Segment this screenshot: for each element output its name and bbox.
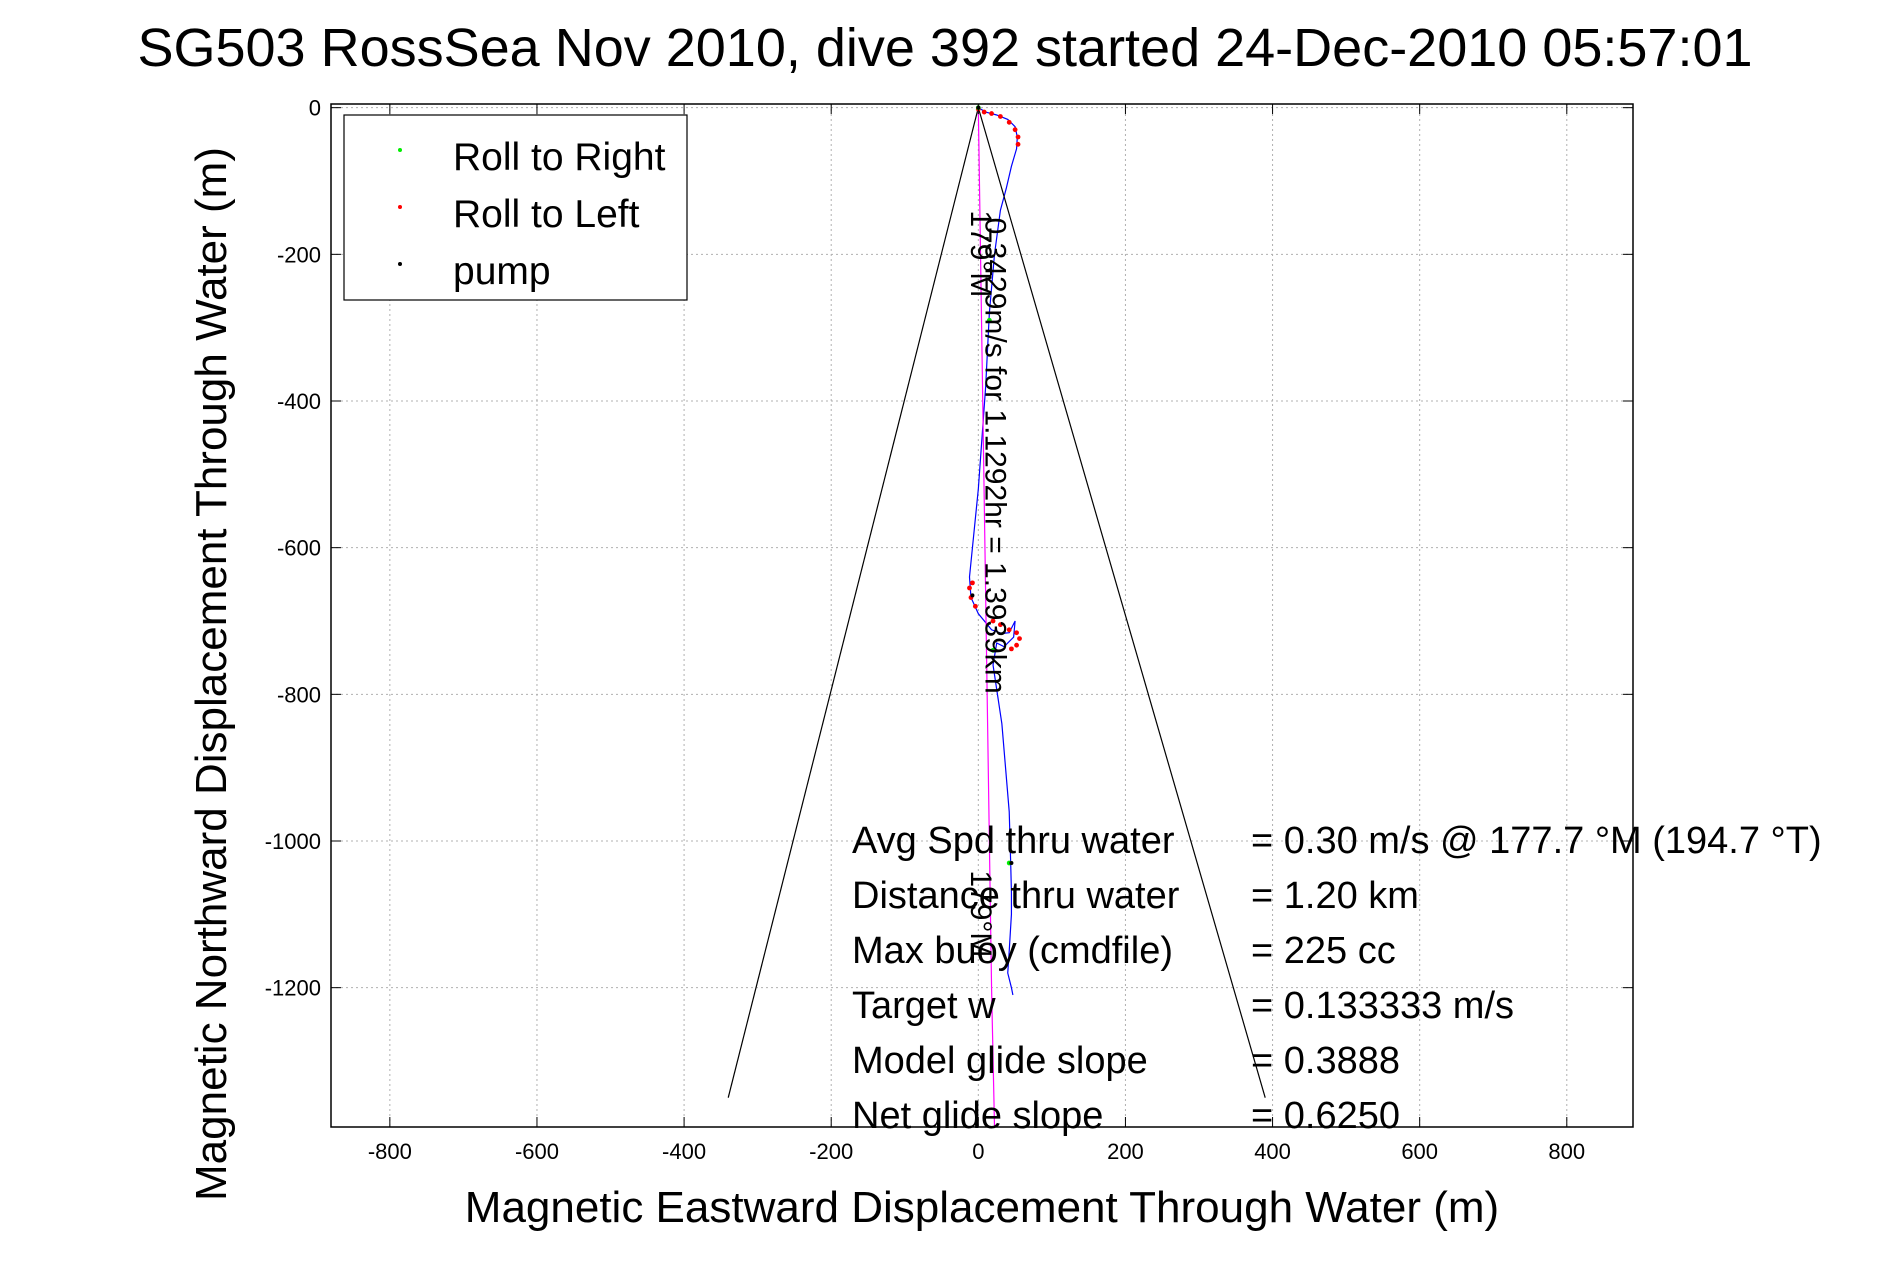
x-axis-label: Magnetic Eastward Displacement Through W… (465, 1183, 1499, 1232)
roll-left-point (1009, 646, 1014, 652)
stat-value-net-glide: = 0.6250 (1251, 1095, 1400, 1137)
roll-right-point (990, 647, 996, 653)
y-tick-label: -200 (277, 242, 321, 267)
x-tick-label: 800 (1548, 1139, 1585, 1164)
y-tick-label: 0 (309, 96, 321, 121)
stat-label-distance: Distance thru water (852, 875, 1180, 917)
y-axis-label: Magnetic Northward Displacement Through … (187, 147, 236, 1201)
roll-right-point (986, 317, 992, 323)
roll-left-point (972, 603, 978, 609)
stat-label-avg-speed: Avg Spd thru water (852, 820, 1175, 862)
roll-left-point (997, 114, 1003, 119)
roll-left-point (1014, 630, 1019, 636)
roll-left-point (1017, 636, 1022, 641)
roll-left-point (1015, 134, 1021, 140)
roll-left-point (1015, 141, 1021, 147)
stat-value-model-glide: = 0.3888 (1251, 1040, 1400, 1082)
stat-label-net-glide: Net glide slope (852, 1095, 1103, 1137)
x-tick-label: -600 (515, 1139, 559, 1164)
stat-value-max-buoy: = 225 cc (1251, 930, 1396, 972)
series-line-current-cone-right (977, 107, 1266, 1098)
legend-label-pump: pump (453, 250, 551, 293)
roll-left-point (989, 111, 994, 116)
y-axis: 0 -200 -400 -600 -800 -1000 -1200 (265, 96, 1633, 1001)
stat-value-distance: = 1.20 km (1251, 875, 1419, 917)
stat-label-target-w: Target w (852, 985, 996, 1027)
pump-point (1009, 861, 1014, 865)
y-tick-label: -400 (277, 389, 321, 414)
roll-left-point (981, 109, 987, 115)
plot-annotation: 0.3429m/s for 1.1292hr = 1.3939km (979, 218, 1012, 694)
x-axis: -800 -600 -400 -200 0 200 400 600 800 (368, 104, 1585, 1164)
x-tick-label: -200 (809, 1139, 853, 1164)
pump-point (970, 593, 975, 598)
x-tick-label: 400 (1254, 1139, 1291, 1164)
plot-annotation: 179°M (964, 870, 997, 957)
y-tick-label: -600 (277, 536, 321, 561)
series-line-current-cone-left (727, 107, 979, 1098)
roll-left-point (1006, 627, 1012, 633)
y-tick-label: -1200 (265, 976, 321, 1001)
stats-block: Avg Spd thru water = 0.30 m/s @ 177.7 °M… (852, 820, 1822, 1137)
roll-left-point (990, 618, 996, 624)
stat-value-avg-speed: = 0.30 m/s @ 177.7 °M (194.7 °T) (1251, 820, 1822, 862)
roll-left-point (1006, 119, 1012, 125)
y-tick-label: -1000 (265, 829, 321, 854)
roll-left-point (1014, 642, 1019, 648)
legend-marker-roll-right (398, 148, 402, 152)
series-line-heading (977, 107, 996, 1128)
x-tick-label: -800 (368, 1139, 412, 1164)
markers-layer (967, 105, 1022, 866)
annotations: 0.3429m/s for 1.1292hr = 1.3939km179°M17… (964, 210, 1012, 957)
legend: Roll to Right Roll to Left pump (343, 114, 688, 301)
roll-left-point (970, 580, 975, 586)
legend-marker-roll-left (398, 205, 402, 209)
x-tick-label: 600 (1401, 1139, 1438, 1164)
legend-label-roll-right: Roll to Right (453, 136, 666, 179)
legend-marker-pump (398, 262, 402, 266)
stat-label-max-buoy: Max buoy (cmdfile) (852, 930, 1173, 972)
plot-annotation: 179°M (964, 210, 997, 297)
y-tick-label: -800 (277, 682, 321, 707)
x-tick-label: -400 (662, 1139, 706, 1164)
grid-lines (331, 104, 1633, 1127)
x-tick-label: 200 (1107, 1139, 1144, 1164)
stat-label-model-glide: Model glide slope (852, 1040, 1148, 1082)
roll-left-point (1012, 127, 1018, 133)
legend-label-roll-left: Roll to Left (453, 193, 640, 236)
axes-box (330, 103, 1634, 1128)
x-tick-label: 0 (972, 1139, 984, 1164)
chart-title: SG503 RossSea Nov 2010, dive 392 started… (137, 18, 1752, 78)
roll-left-point (997, 622, 1003, 628)
roll-left-point (967, 585, 972, 591)
stat-value-target-w: = 0.133333 m/s (1251, 985, 1514, 1027)
